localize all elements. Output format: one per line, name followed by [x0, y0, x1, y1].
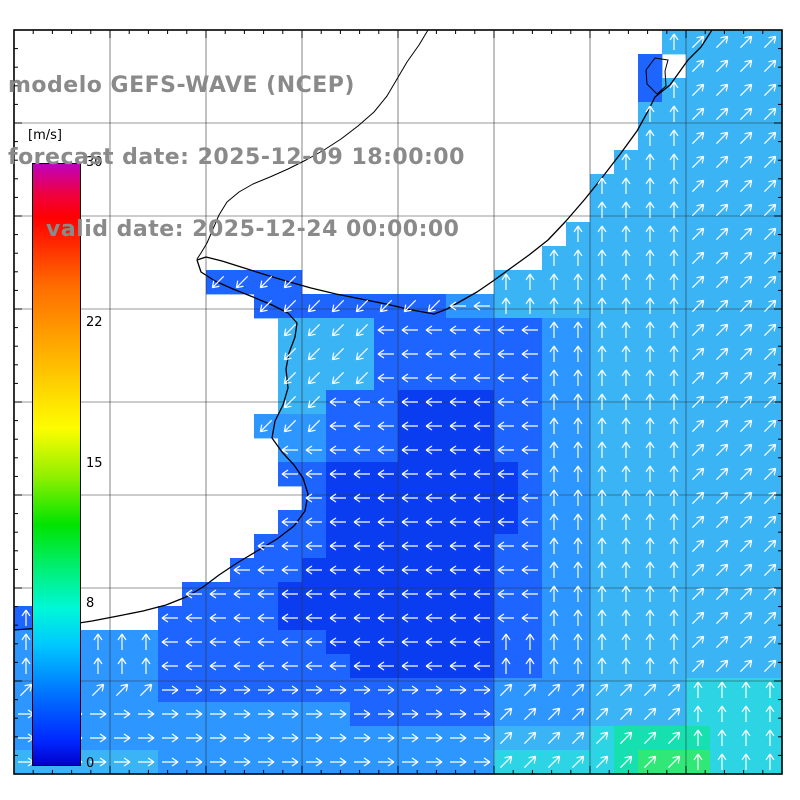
- title-block: modelo GEFS-WAVE (NCEP) forecast date: 2…: [8, 26, 465, 290]
- coastline: [13, 29, 713, 631]
- valid-date-label: valid date: 2025-12-24 00:00:00: [46, 217, 460, 242]
- forecast-date-label: forecast date: 2025-12-09 18:00:00: [8, 145, 465, 170]
- inland-border: [196, 29, 429, 260]
- model-title: modelo GEFS-WAVE (NCEP): [8, 73, 355, 98]
- lagoon-outline: [645, 57, 669, 95]
